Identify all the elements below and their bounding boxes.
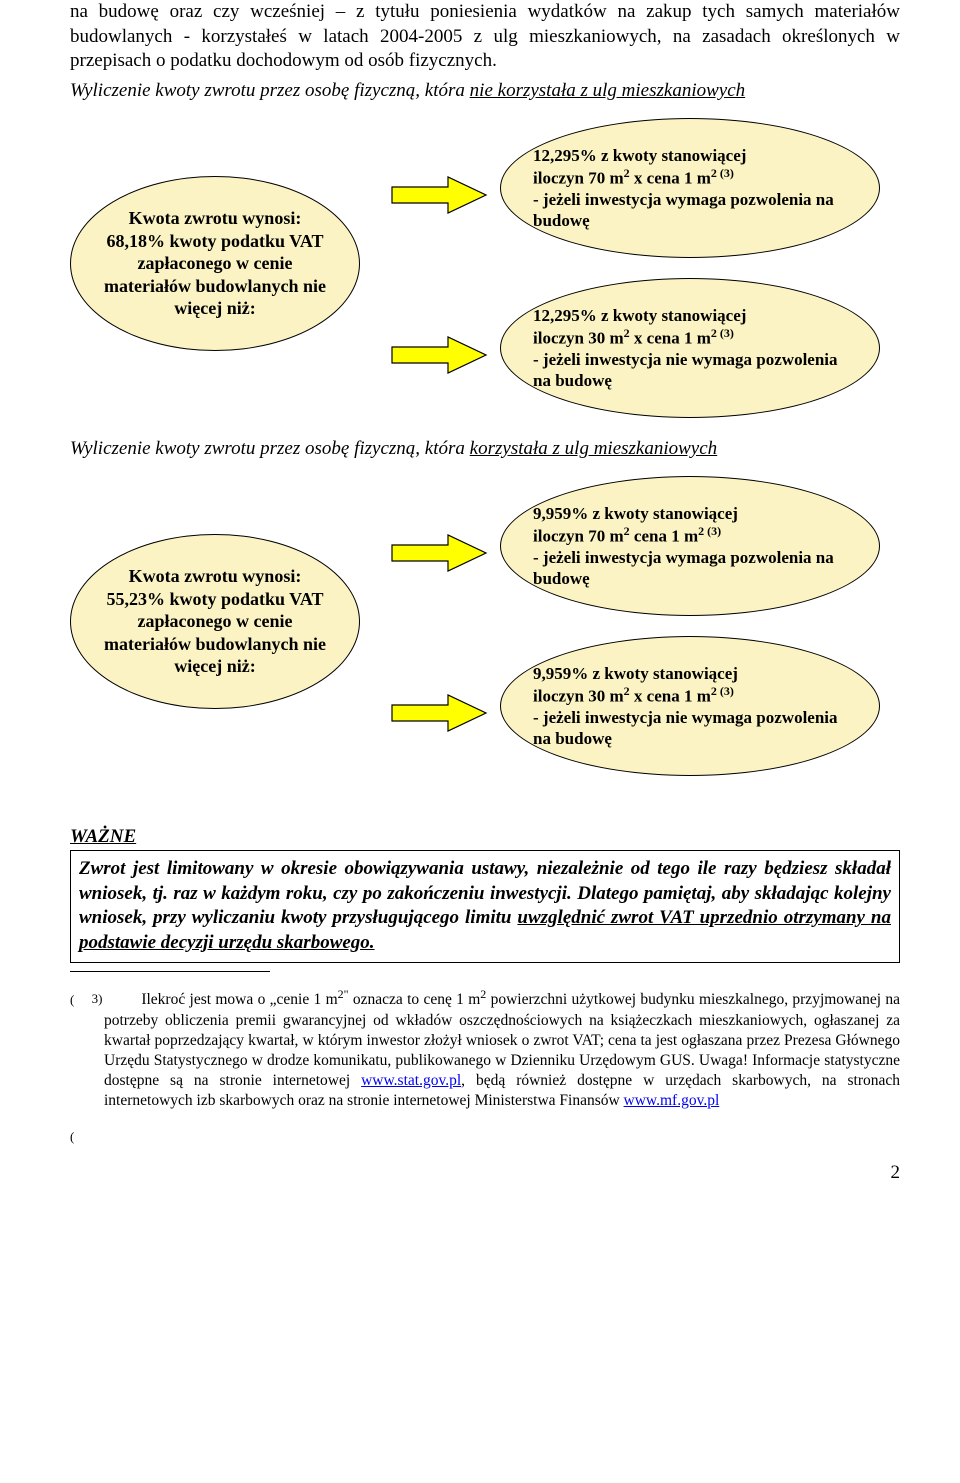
section2-rb-l2b: x cena 1 m: [630, 687, 711, 706]
sup-text: 2": [338, 987, 349, 1001]
section1-right-bottom-bubble: 12,295% z kwoty stanowiącej iloczyn 30 m…: [500, 278, 880, 418]
footnote-mid: oznacza to cenę 1 m: [349, 991, 481, 1008]
footnote-link-mf[interactable]: www.mf.gov.pl: [624, 1092, 720, 1109]
sup-text: 2 (3): [711, 166, 734, 180]
section2-rt-cond: - jeżeli inwestycja wymaga pozwolenia na…: [533, 548, 834, 588]
section1-rt-cond: - jeżeli inwestycja wymaga pozwolenia na…: [533, 190, 834, 230]
section1-left-bubble: Kwota zwrotu wynosi: 68,18% kwoty podatk…: [70, 176, 360, 351]
section1-rb-l2a: iloczyn 30 m: [533, 329, 624, 348]
footnote-stray-paren: (: [70, 1127, 900, 1147]
section2-right-top-bubble: 9,959% z kwoty stanowiącej iloczyn 70 m 2…: [500, 476, 880, 616]
section2-left-bubble: Kwota zwrotu wynosi: 55,23% kwoty podatk…: [70, 534, 360, 709]
section1-rb-cond: - jeżeli inwestycja nie wymaga pozwoleni…: [533, 350, 838, 390]
section2-heading: Wyliczenie kwoty zwrotu przez osobę fizy…: [70, 438, 900, 460]
section2-right-bottom-bubble: 9,959% z kwoty stanowiącej iloczyn 30 m 2…: [500, 636, 880, 776]
footnote: ( 3) Ilekroć jest mowa o „cenie 1 m2" oz…: [70, 987, 900, 1111]
section1-right-top-bubble: 12,295% z kwoty stanowiącej iloczyn 70 m…: [500, 118, 880, 258]
footnote-marker: 3): [92, 991, 103, 1006]
section2-rt-l2a: iloczyn 70 m: [533, 527, 624, 546]
sup-text: 2 (3): [698, 524, 721, 538]
footnote-separator: [70, 971, 270, 972]
arrow-icon: [390, 691, 490, 735]
arrow-icon: [390, 173, 490, 217]
section2-rt-l2b: cena 1 m: [630, 527, 698, 546]
section1-heading-underline: nie korzystała z ulg mieszkaniowych: [470, 80, 745, 101]
arrow-icon: [390, 333, 490, 377]
section2-rb-cond: - jeżeli inwestycja nie wymaga pozwoleni…: [533, 708, 838, 748]
section1-rb-pct: 12,295% z kwoty stanowiącej: [533, 306, 746, 325]
sup-text: 2 (3): [711, 326, 734, 340]
footnote-paren: (: [70, 992, 74, 1007]
section1-rt-l2b: x cena 1 m: [630, 169, 711, 188]
section2-rb-pct: 9,959% z kwoty stanowiącej: [533, 664, 738, 683]
section1-rb-l2b: x cena 1 m: [630, 329, 711, 348]
section2-rb-l2a: iloczyn 30 m: [533, 687, 624, 706]
wazne-label: WAŻNE: [70, 826, 900, 848]
section2-rt-pct: 9,959% z kwoty stanowiącej: [533, 504, 738, 523]
section1-diagram: Kwota zwrotu wynosi: 68,18% kwoty podatk…: [70, 118, 900, 428]
section2-heading-prefix: Wyliczenie kwoty zwrotu przez osobę fizy…: [70, 438, 470, 459]
wazne-box: Zwrot jest limitowany w okresie obowiązy…: [70, 850, 900, 963]
sup-text: 2 (3): [711, 684, 734, 698]
section1-rt-l2a: iloczyn 70 m: [533, 169, 624, 188]
footnote-lead: Ilekroć jest mowa o „cenie 1 m: [141, 991, 337, 1008]
section1-heading-prefix: Wyliczenie kwoty zwrotu przez osobę fizy…: [70, 80, 470, 101]
section1-heading: Wyliczenie kwoty zwrotu przez osobę fizy…: [70, 80, 900, 102]
page-number: 2: [70, 1162, 900, 1184]
section1-rt-pct: 12,295% z kwoty stanowiącej: [533, 146, 746, 165]
section2-heading-underline: korzystała z ulg mieszkaniowych: [470, 438, 718, 459]
section2-diagram: Kwota zwrotu wynosi: 55,23% kwoty podatk…: [70, 476, 900, 786]
arrow-icon: [390, 531, 490, 575]
intro-paragraph: na budowę oraz czy wcześniej – z tytułu …: [70, 0, 900, 74]
stray-paren: (: [70, 1129, 74, 1144]
footnote-link-stat[interactable]: www.stat.gov.pl: [361, 1072, 461, 1089]
